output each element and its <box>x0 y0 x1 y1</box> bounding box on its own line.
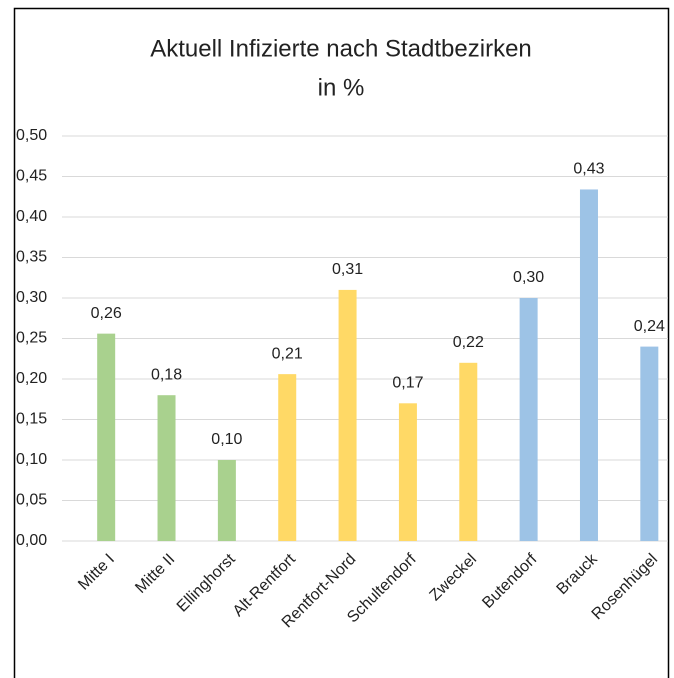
bar <box>278 374 297 541</box>
chart-title: in % <box>318 74 365 101</box>
bar <box>97 333 116 541</box>
y-tick-label: 0,00 <box>16 532 47 549</box>
bar <box>398 403 417 541</box>
data-label: 0,10 <box>211 431 242 448</box>
data-label: 0,17 <box>392 375 423 392</box>
data-label: 0,30 <box>513 269 544 286</box>
y-tick-label: 0,25 <box>16 330 47 347</box>
data-label: 0,26 <box>91 305 122 322</box>
bar <box>640 346 659 541</box>
data-label: 0,18 <box>151 366 182 383</box>
y-tick-label: 0,45 <box>16 168 47 185</box>
y-tick-label: 0,20 <box>16 370 47 387</box>
data-label: 0,22 <box>453 334 484 351</box>
y-tick-label: 0,40 <box>16 208 47 225</box>
bar <box>519 298 538 541</box>
y-tick-label: 0,30 <box>16 289 47 306</box>
bar <box>157 395 176 541</box>
bar <box>459 362 478 541</box>
data-label: 0,24 <box>634 318 665 335</box>
y-tick-label: 0,50 <box>16 127 47 144</box>
y-tick-label: 0,35 <box>16 249 47 266</box>
bar <box>338 289 357 541</box>
y-tick-label: 0,05 <box>16 492 47 509</box>
bar <box>579 189 598 541</box>
bar <box>217 460 236 541</box>
data-label: 0,43 <box>573 161 604 178</box>
data-label: 0,21 <box>272 345 303 362</box>
y-tick-label: 0,10 <box>16 451 47 468</box>
chart-title: Aktuell Infizierte nach Stadtbezirken <box>150 35 532 62</box>
data-label: 0,31 <box>332 261 363 278</box>
y-tick-label: 0,15 <box>16 411 47 428</box>
